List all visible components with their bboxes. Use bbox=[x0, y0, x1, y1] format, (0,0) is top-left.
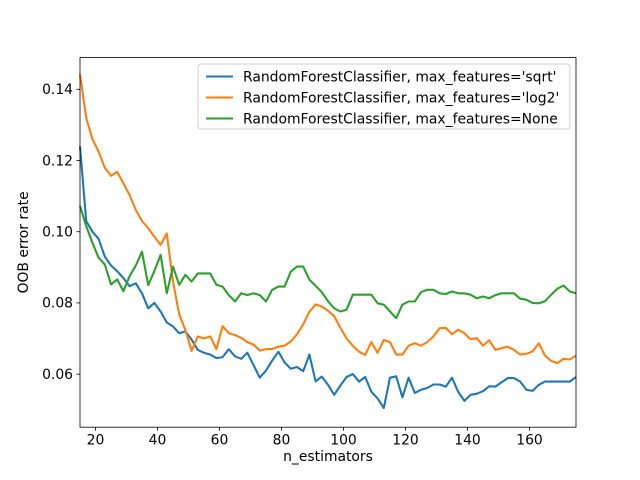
series-line-none bbox=[78, 205, 577, 320]
x-tick-label: 120 bbox=[392, 433, 419, 449]
series-line-log2 bbox=[78, 74, 577, 365]
x-tick-label: 140 bbox=[454, 433, 481, 449]
y-tick-label: 0.10 bbox=[42, 225, 73, 241]
series-line-sqrt bbox=[78, 146, 577, 410]
legend-box bbox=[197, 63, 571, 130]
x-tick-label: 20 bbox=[87, 433, 105, 449]
y-axis-label: OOB error rate bbox=[16, 191, 32, 293]
legend: RandomForestClassifier, max_features='sq… bbox=[197, 63, 571, 130]
y-tick-label: 0.14 bbox=[42, 82, 73, 98]
x-tick-label: 40 bbox=[149, 433, 167, 449]
y-tick-label: 0.08 bbox=[42, 296, 73, 312]
axes-spines bbox=[79, 57, 577, 428]
legend-label-log2: RandomForestClassifier, max_features='lo… bbox=[243, 90, 559, 106]
legend-label-none: RandomForestClassifier, max_features=Non… bbox=[243, 111, 558, 127]
x-tick-label: 160 bbox=[516, 433, 543, 449]
x-tick-label: 60 bbox=[211, 433, 229, 449]
legend-label-sqrt: RandomForestClassifier, max_features='sq… bbox=[243, 69, 556, 85]
x-tick-label: 80 bbox=[273, 433, 291, 449]
y-tick-label: 0.06 bbox=[42, 367, 73, 383]
x-axis-label: n_estimators bbox=[283, 449, 373, 465]
plot-area: 20 40 60 80 100 120 140 160 0.06 0.08 0.10 0.12 0.14 bbox=[42, 57, 577, 449]
x-tick-label: 100 bbox=[330, 433, 357, 449]
y-tick-label: 0.12 bbox=[42, 153, 73, 169]
